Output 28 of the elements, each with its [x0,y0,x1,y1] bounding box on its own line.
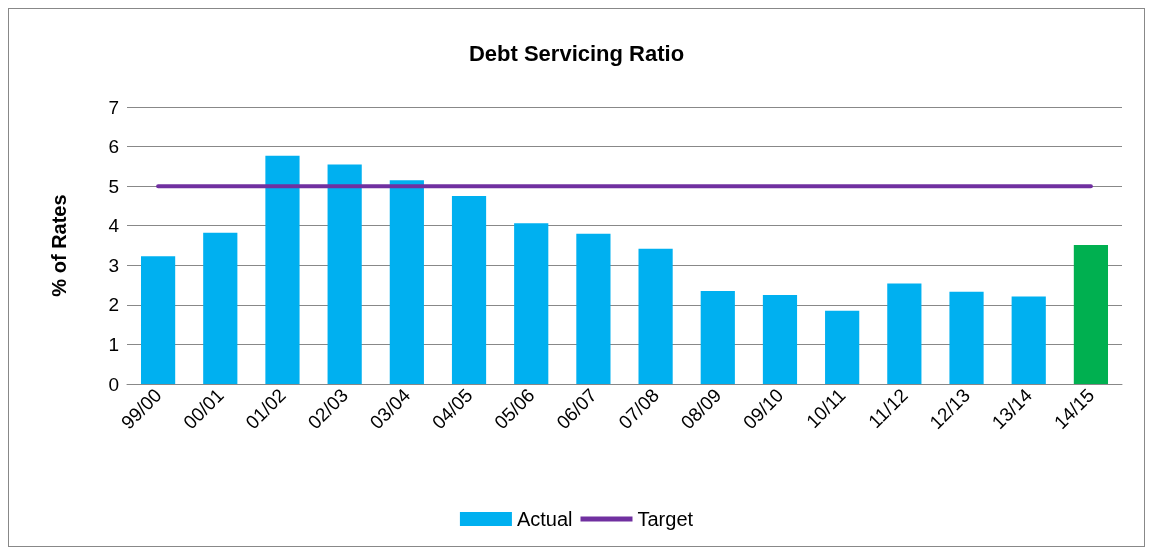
y-tick-label: 5 [108,175,119,197]
bar [638,248,673,384]
y-tick-label: 6 [108,136,119,158]
bar [203,232,238,384]
bar [762,294,798,384]
y-tick-label: 2 [108,294,119,316]
y-axis-title: % of Rates [48,194,70,297]
legend-label: Actual [516,508,573,530]
bar [1011,296,1046,384]
y-tick-label: 4 [108,215,120,237]
bar [1073,245,1109,384]
y-tick-label: 0 [108,373,119,395]
bar [514,223,549,384]
bar [949,291,984,384]
y-tick-label: 7 [108,96,119,118]
bar [140,256,176,384]
y-tick-label: 1 [108,333,119,355]
bar [265,155,300,384]
bar [825,310,860,384]
chart-title: Debt Servicing Ratio [468,40,685,66]
bar [327,164,362,384]
bar [451,196,487,384]
bar [389,180,424,384]
bar [887,283,922,384]
legend-label: Target [637,508,694,530]
bar [700,291,735,384]
bar [576,233,611,384]
y-tick-label: 3 [108,254,119,276]
